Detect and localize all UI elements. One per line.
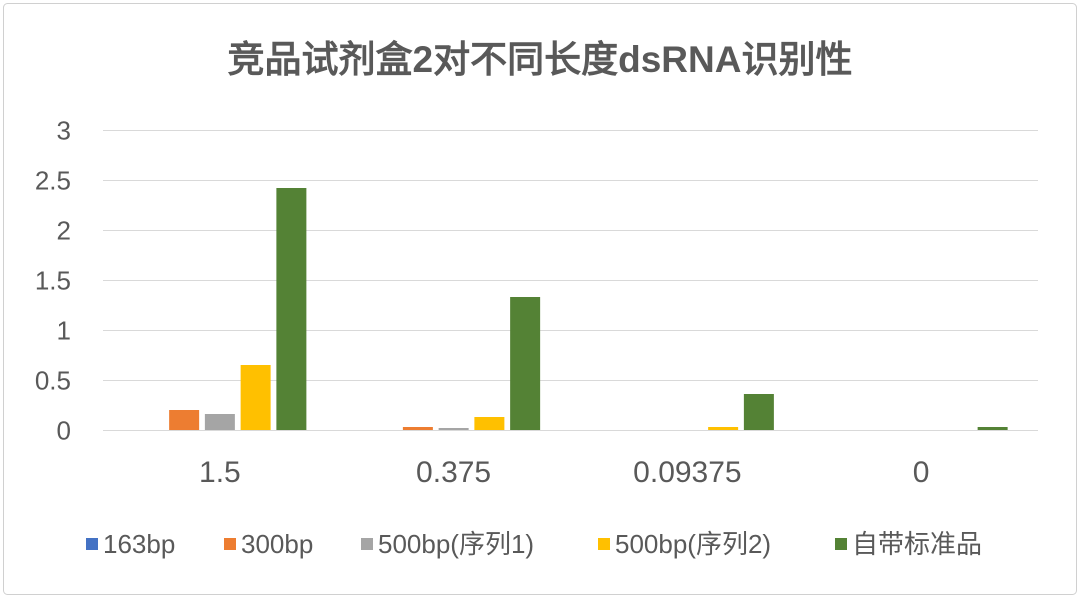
bar-series-3: [204, 414, 469, 430]
legend-label: 500bp(序列2): [615, 529, 771, 559]
legend-label: 163bp: [103, 529, 175, 559]
x-axis-category-labels: 1.5 0.375 0.09375 0: [199, 456, 929, 489]
legend-label: 自带标准品: [852, 529, 982, 559]
bar-series-5-category-1: [276, 188, 307, 430]
bar-series-5-category-4: [977, 427, 1008, 430]
y-tick-label: 2: [57, 216, 71, 246]
y-tick-label: 1.5: [35, 266, 71, 296]
bar-series-5: [276, 188, 1008, 430]
bar-series-4-category-3: [708, 427, 739, 430]
legend-swatch: [224, 538, 236, 550]
bar-series-4-category-2: [474, 417, 505, 430]
legend-swatch: [598, 538, 610, 550]
legend-swatch: [835, 538, 847, 550]
x-tick-label: 0: [913, 456, 930, 489]
bar-series-2-category-2: [402, 427, 433, 430]
legend-label: 500bp(序列1): [378, 529, 534, 559]
x-tick-label: 0.09375: [633, 456, 741, 489]
y-tick-label: 2.5: [35, 166, 71, 196]
legend-swatch: [86, 538, 98, 550]
legend-swatch: [361, 538, 373, 550]
chart-title: 竞品试剂盒2对不同长度dsRNA识别性: [228, 39, 853, 80]
bar-series-2-category-1: [169, 410, 200, 430]
x-tick-label: 0.375: [416, 456, 491, 489]
bar-series-5-category-3: [743, 394, 774, 430]
bar-series-3-category-2: [438, 428, 469, 430]
legend-item: 自带标准品: [835, 529, 982, 559]
bar-series-3-category-1: [204, 414, 235, 430]
y-tick-label: 0: [57, 416, 71, 446]
legend-item: 500bp(序列2): [598, 529, 771, 559]
legend: 163bp 300bp 500bp(序列1) 500bp(序列2) 自带标准品: [86, 529, 982, 559]
y-tick-label: 3: [57, 116, 71, 146]
legend-item: 500bp(序列1): [361, 529, 534, 559]
legend-label: 300bp: [241, 529, 313, 559]
bar-series-2: [169, 410, 433, 430]
legend-item: 300bp: [224, 529, 313, 559]
y-axis-tick-labels: 0 0.5 1 1.5 2 2.5 3: [35, 116, 71, 446]
bar-series-5-category-2: [510, 297, 541, 430]
bar-series-4: [240, 365, 739, 430]
bars: [169, 188, 1008, 430]
bar-series-4-category-1: [240, 365, 271, 430]
y-tick-label: 1: [57, 316, 71, 346]
legend-item: 163bp: [86, 529, 175, 559]
y-tick-label: 0.5: [35, 366, 71, 396]
x-tick-label: 1.5: [199, 456, 241, 489]
